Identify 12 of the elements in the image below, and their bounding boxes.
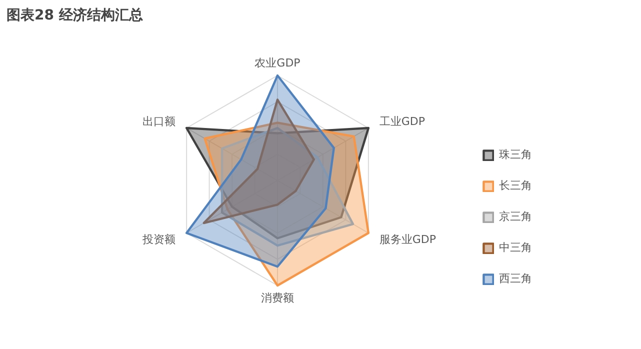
legend-label: 中三角 — [499, 240, 532, 255]
spoke-label: 农业GDP — [254, 56, 301, 70]
spoke-label: 工业GDP — [379, 115, 426, 128]
spoke-label: 出口额 — [142, 115, 176, 128]
spoke-label: 消费额 — [261, 292, 294, 305]
spoke-label: 投资额 — [142, 232, 176, 246]
legend-label: 西三角 — [499, 271, 532, 286]
spoke-label: 服务业GDP — [379, 232, 436, 246]
chart-title: 图表28 经济结构汇总 — [6, 6, 143, 24]
legend-label: 京三角 — [499, 209, 532, 224]
legend-label: 珠三角 — [499, 147, 532, 162]
legend-label: 长三角 — [499, 178, 532, 193]
